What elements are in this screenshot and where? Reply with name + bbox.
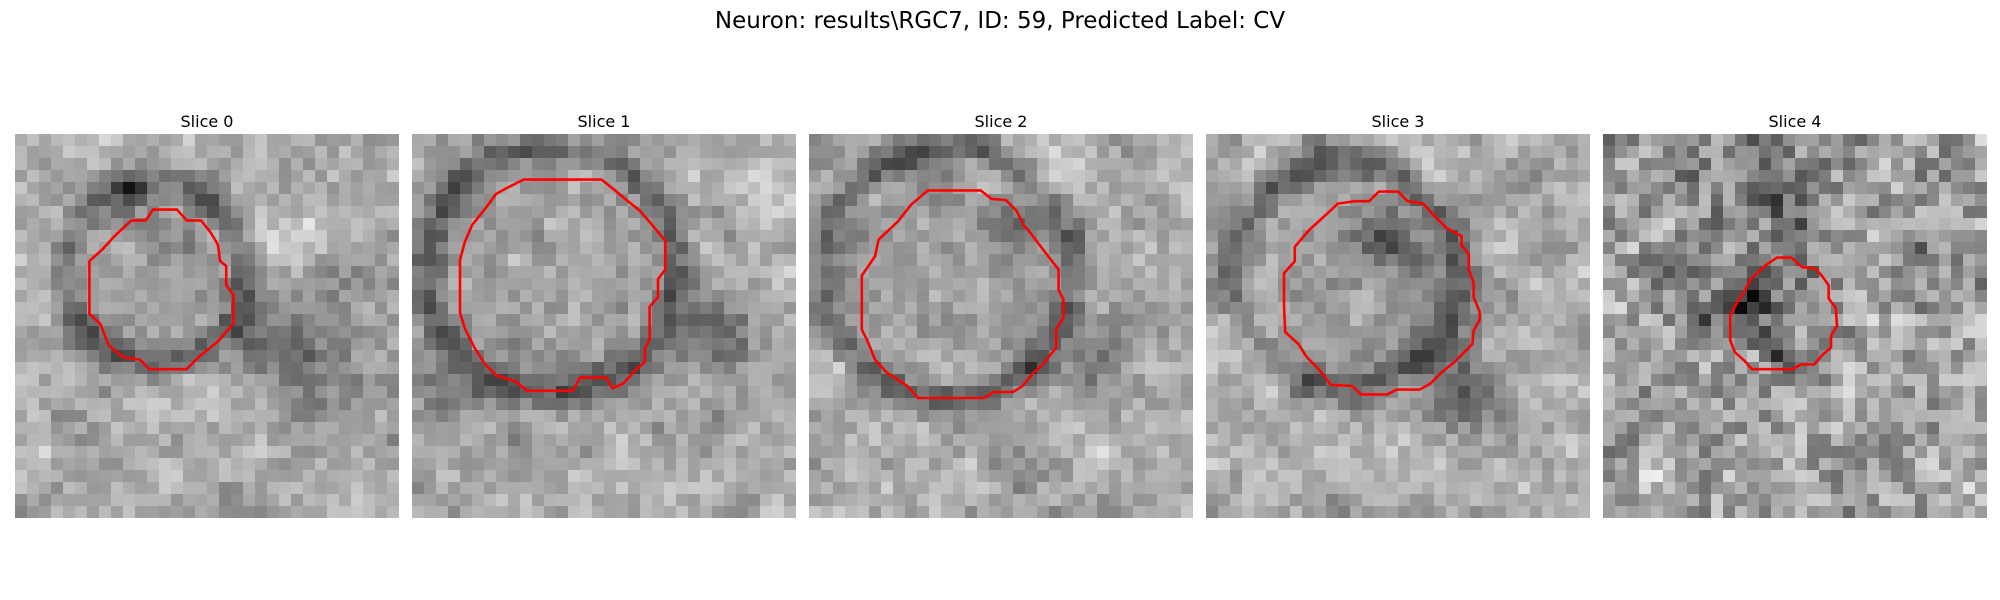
slice-panel-1: Slice 1 (412, 110, 796, 518)
pixel-grid (809, 134, 1193, 518)
cell-contour (88, 208, 235, 371)
slice-image (1206, 134, 1590, 518)
pixel-grid (1603, 134, 1987, 518)
slice-panel-2: Slice 2 (809, 110, 1193, 518)
slice-panel-0: Slice 0 (15, 110, 399, 518)
slice-image (15, 134, 399, 518)
slice-title: Slice 1 (577, 112, 631, 131)
slice-title: Slice 0 (180, 112, 234, 131)
cell-contour (458, 178, 667, 393)
slice-image (809, 134, 1193, 518)
slice-title: Slice 2 (974, 112, 1028, 131)
cell-contour (1728, 256, 1839, 371)
pixel-grid (1206, 134, 1590, 518)
slice-panel-4: Slice 4 (1603, 110, 1987, 518)
cell-contour (860, 189, 1065, 400)
slice-panel-3: Slice 3 (1206, 110, 1590, 518)
slice-image (412, 134, 796, 518)
figure-title: Neuron: results\RGC7, ID: 59, Predicted … (714, 8, 1286, 34)
slice-image (1603, 134, 1987, 518)
pixel-grid (412, 134, 796, 518)
cell-contour (1282, 190, 1481, 396)
pixel-grid (15, 134, 399, 518)
slice-title: Slice 3 (1371, 112, 1425, 131)
slice-title: Slice 4 (1768, 112, 1822, 131)
